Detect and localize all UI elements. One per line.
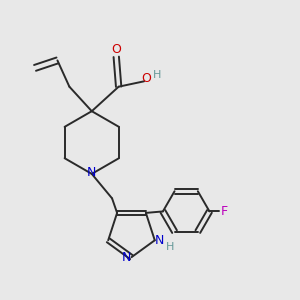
Text: O: O — [111, 44, 121, 56]
Text: H: H — [153, 70, 161, 80]
Text: H: H — [166, 242, 174, 252]
Text: N: N — [87, 167, 97, 179]
Text: N: N — [122, 251, 131, 264]
Text: N: N — [155, 234, 164, 247]
Text: O: O — [142, 72, 152, 86]
Text: F: F — [220, 205, 228, 218]
